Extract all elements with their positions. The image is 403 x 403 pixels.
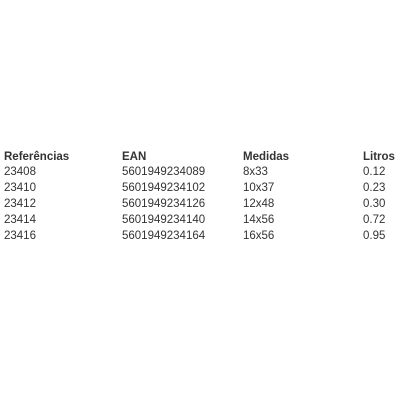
cell-medidas: 14x56 <box>243 214 275 226</box>
header-litros: Litros <box>363 151 395 163</box>
cell-litros: 0.23 <box>363 182 386 194</box>
header-referencias: Referências <box>4 151 70 163</box>
header-medidas: Medidas <box>243 151 290 163</box>
cell-litros: 0.95 <box>363 230 386 242</box>
cell-medidas: 10x37 <box>243 182 275 194</box>
cell-referencia: 23416 <box>4 230 36 242</box>
cell-referencia: 23414 <box>4 214 36 226</box>
table-row: 23410 5601949234102 10x37 0.23 <box>4 180 400 196</box>
cell-litros: 0.72 <box>363 214 386 226</box>
table-row: 23412 5601949234126 12x48 0.30 <box>4 196 400 212</box>
cell-referencia: 23410 <box>4 182 36 194</box>
header-ean: EAN <box>122 151 147 163</box>
cell-ean: 5601949234102 <box>122 182 206 194</box>
cell-medidas: 12x48 <box>243 198 275 210</box>
cell-medidas: 8x33 <box>243 166 268 178</box>
cell-referencia: 23408 <box>4 166 36 178</box>
cell-ean: 5601949234164 <box>122 230 206 242</box>
table-row: 23416 5601949234164 16x56 0.95 <box>4 228 400 244</box>
cell-medidas: 16x56 <box>243 230 275 242</box>
cell-referencia: 23412 <box>4 198 36 210</box>
cell-litros: 0.30 <box>363 198 386 210</box>
cell-ean: 5601949234089 <box>122 166 206 178</box>
table-row: 23414 5601949234140 14x56 0.72 <box>4 212 400 228</box>
product-spec-table: Referências EAN Medidas Litros 23408 560… <box>4 150 400 244</box>
cell-ean: 5601949234140 <box>122 214 206 226</box>
table-header-row: Referências EAN Medidas Litros <box>4 150 400 164</box>
cell-ean: 5601949234126 <box>122 198 206 210</box>
cell-litros: 0.12 <box>363 166 386 178</box>
table-row: 23408 5601949234089 8x33 0.12 <box>4 164 400 180</box>
